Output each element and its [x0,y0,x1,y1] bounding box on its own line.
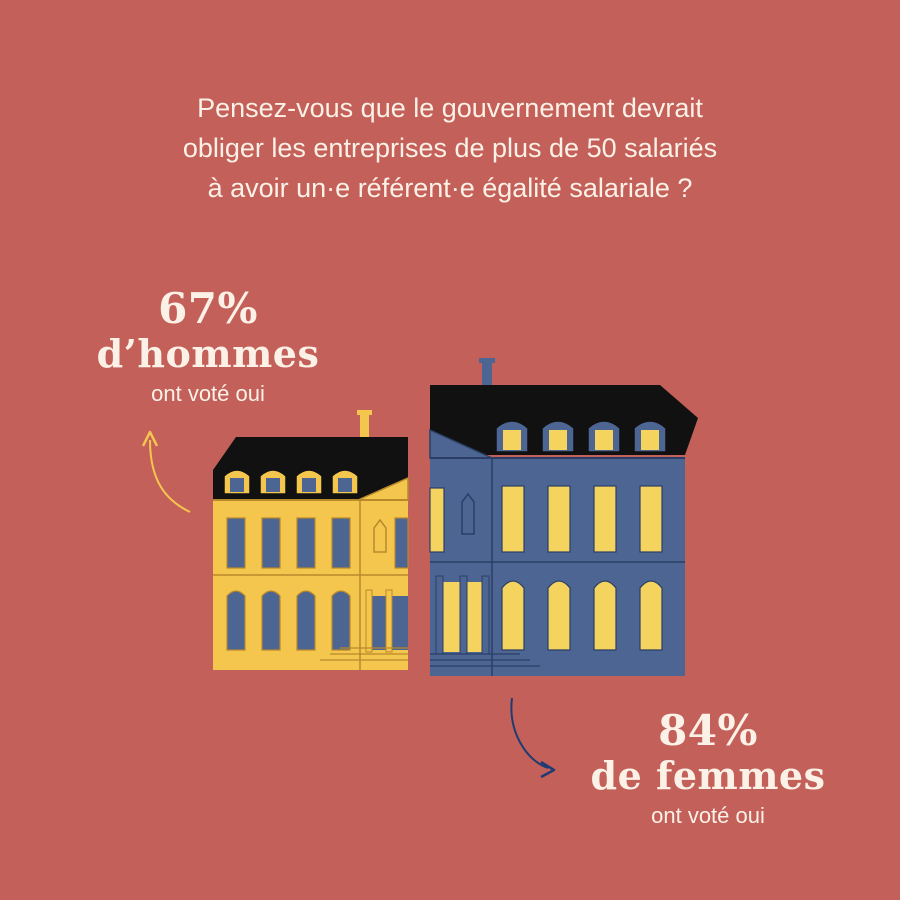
question-line-3: à avoir un·e référent·e égalité salarial… [207,173,693,203]
survey-question: Pensez-vous que le gouvernement devrait … [60,88,840,208]
men-voted-label: ont voté oui [151,381,265,406]
women-stat: 84% de femmes ont voté oui [578,708,838,832]
arrow-women-icon [510,697,556,779]
women-voted-label: ont voté oui [651,803,765,828]
men-stat: 67% d’hommes ont voté oui [88,286,328,410]
men-percent: 67% [158,284,258,333]
yellow-building [213,410,409,670]
blue-building [429,358,698,676]
women-percent: 84% [658,706,758,755]
men-group-label: d’hommes [96,331,320,376]
women-group-label: de femmes [590,753,826,798]
question-line-2: obliger les entreprises de plus de 50 sa… [182,133,718,163]
arrow-men-icon [141,430,191,513]
question-line-1: Pensez-vous que le gouvernement devrait [197,93,703,123]
